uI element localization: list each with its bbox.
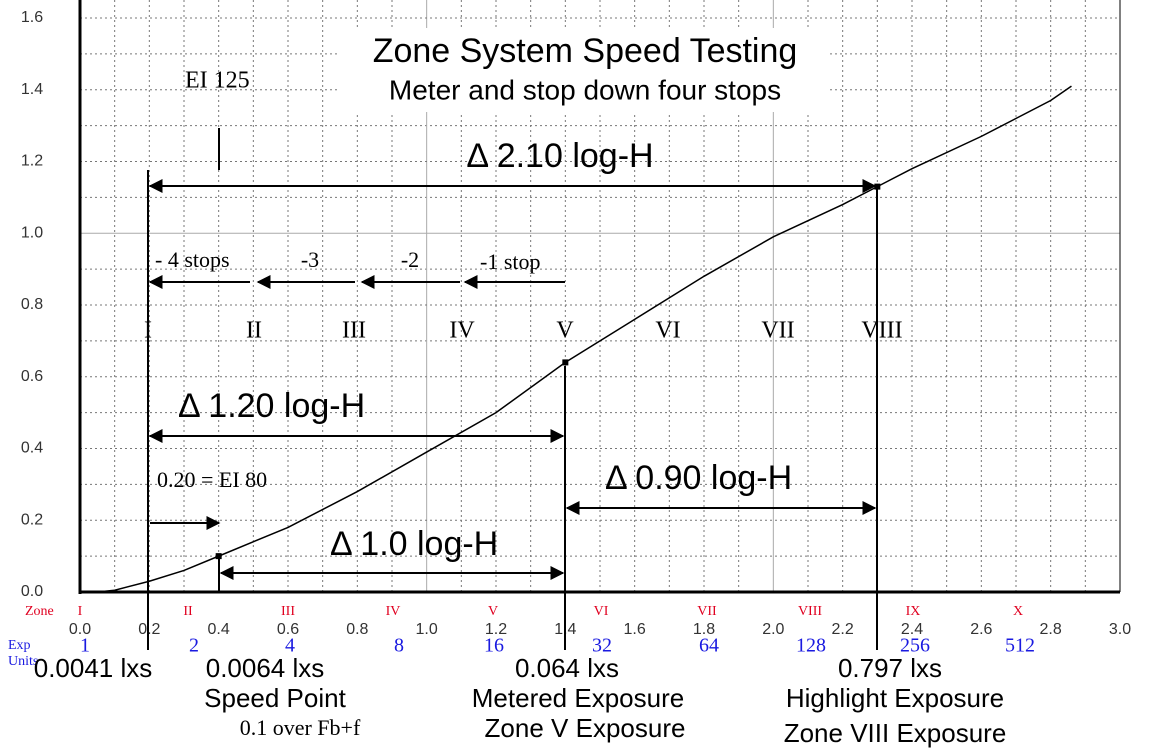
x-tick-label: 1.2 — [485, 621, 507, 638]
y-tick-label: 0.6 — [21, 368, 43, 385]
y-tick-label: 1.2 — [21, 153, 43, 170]
exposure-unit: 2 — [189, 635, 199, 657]
y-tick-label: 0.2 — [21, 511, 43, 528]
caption: Zone VIII Exposure — [784, 718, 1007, 748]
zone-label: I — [144, 318, 152, 344]
x-tick-label: 0.4 — [208, 621, 230, 638]
zone-number: VII — [697, 604, 717, 619]
exposure-label: Exp — [8, 638, 31, 653]
x-tick-label: 2.2 — [832, 621, 854, 638]
zone-number: III — [281, 604, 295, 619]
annotation: 0.20 = EI 80 — [157, 467, 267, 492]
chart-subtitle: Meter and stop down four stops — [389, 74, 781, 105]
zone-label: VIII — [861, 318, 902, 344]
caption: Metered Exposure — [472, 683, 684, 713]
y-tick-label: 0.8 — [21, 296, 43, 313]
zone-label: VI — [655, 318, 680, 344]
lux-label: 0.797 lxs — [838, 653, 942, 683]
exposure-unit: 1 — [80, 635, 90, 657]
y-tick-label: 0.0 — [21, 583, 43, 600]
exposure-unit: 64 — [699, 635, 719, 657]
exposure-unit: 256 — [900, 635, 930, 657]
zone-label: III — [342, 318, 366, 344]
caption: 0.1 over Fb+f — [240, 715, 361, 740]
x-tick-label: 2.0 — [762, 621, 784, 638]
exposure-unit: 16 — [484, 635, 504, 657]
chart-title: Zone System Speed Testing — [373, 32, 798, 70]
annotation: Δ 1.0 log-H — [330, 525, 498, 563]
y-tick-label: 0.4 — [21, 440, 43, 457]
exposure-unit: 32 — [592, 635, 612, 657]
zone-number: IX — [906, 604, 921, 619]
y-tick-label: 1.0 — [21, 224, 43, 241]
x-tick-label: 0.8 — [346, 621, 368, 638]
zone-number: VIII — [798, 604, 822, 619]
annotation: Δ 0.90 log-H — [605, 459, 792, 497]
exposure-unit: 4 — [285, 635, 295, 657]
x-tick-label: 0.0 — [69, 621, 91, 638]
x-tick-label: 1.0 — [416, 621, 438, 638]
caption: Highlight Exposure — [786, 683, 1004, 713]
caption: Speed Point — [204, 683, 346, 713]
zone-label: IV — [449, 318, 475, 344]
zone-number: V — [488, 604, 498, 619]
zone-label: II — [246, 318, 262, 344]
annotation: Δ 1.20 log-H — [178, 387, 365, 425]
marked-point — [562, 359, 569, 366]
lux-label: 0.0064 lxs — [206, 653, 325, 683]
zone-number: II — [183, 604, 193, 619]
x-tick-label: 1.8 — [693, 621, 715, 638]
annotation: EI 125 — [185, 68, 250, 94]
x-tick-label: 0.2 — [138, 621, 160, 638]
annotation: Δ 2.10 log-H — [466, 137, 653, 175]
x-tick-label: 1.6 — [624, 621, 646, 638]
y-tick-label: 1.4 — [21, 81, 43, 98]
exposure-unit: 128 — [796, 635, 826, 657]
annotation: -3 — [301, 247, 319, 272]
title-backdrop — [340, 28, 830, 112]
x-tick-label: 2.8 — [1040, 621, 1062, 638]
annotation: - 4 stops — [155, 247, 230, 272]
annotation: -1 stop — [480, 249, 541, 274]
exposure-unit: 512 — [1005, 635, 1035, 657]
exposure-label: Units — [8, 654, 38, 669]
exposure-unit: 8 — [394, 635, 404, 657]
x-tick-label: 0.6 — [277, 621, 299, 638]
zone-label: VII — [761, 318, 794, 344]
lux-label: 0.064 lxs — [515, 653, 619, 683]
zone-label: V — [556, 318, 574, 344]
zone-number: IV — [386, 604, 401, 619]
zone-number: X — [1013, 604, 1023, 619]
x-tick-label: 2.6 — [970, 621, 992, 638]
x-tick-label: 3.0 — [1109, 621, 1131, 638]
annotation: -2 — [401, 247, 419, 272]
zone-row-label: Zone — [25, 604, 54, 619]
lux-label: 0.0041 lxs — [34, 653, 153, 683]
caption: Zone V Exposure — [485, 713, 686, 743]
x-tick-label: 2.4 — [901, 621, 923, 638]
y-tick-label: 1.6 — [21, 9, 43, 26]
zone-number: I — [78, 604, 83, 619]
zone-number: VI — [594, 604, 609, 619]
